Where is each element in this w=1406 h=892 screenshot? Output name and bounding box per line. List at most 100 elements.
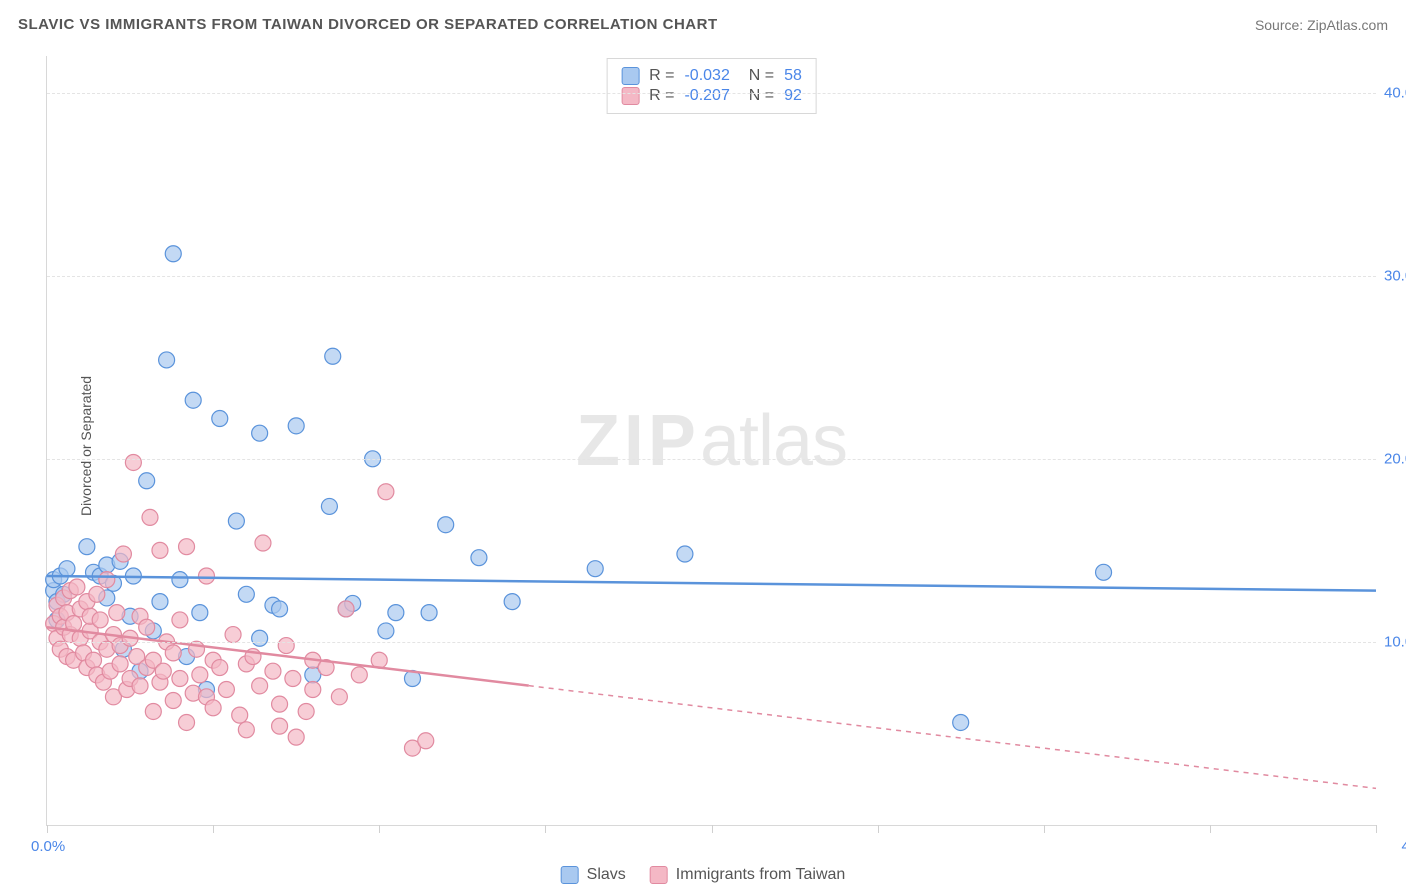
- data-point: [109, 605, 125, 621]
- data-point: [69, 579, 85, 595]
- r-value-slavs: -0.032: [684, 67, 729, 85]
- data-point: [139, 619, 155, 635]
- data-point: [252, 678, 268, 694]
- header-bar: SLAVIC VS IMMIGRANTS FROM TAIWAN DIVORCE…: [18, 16, 1388, 33]
- chart-title: SLAVIC VS IMMIGRANTS FROM TAIWAN DIVORCE…: [18, 16, 718, 33]
- gridline: [47, 642, 1376, 643]
- data-point: [321, 498, 337, 514]
- data-point: [99, 572, 115, 588]
- data-point: [112, 656, 128, 672]
- data-point: [1096, 564, 1112, 580]
- data-point: [587, 561, 603, 577]
- regression-line-extrapolated: [529, 686, 1376, 789]
- data-point: [225, 627, 241, 643]
- chart-plot-area: ZIPatlas R = -0.032 N = 58 R = -0.207 N …: [46, 56, 1376, 826]
- x-tick: [545, 825, 546, 833]
- data-point: [338, 601, 354, 617]
- data-point: [159, 352, 175, 368]
- n-value-slavs: 58: [784, 67, 802, 85]
- data-point: [331, 689, 347, 705]
- data-point: [59, 561, 75, 577]
- source-attribution: Source: ZipAtlas.com: [1255, 17, 1388, 33]
- data-point: [378, 623, 394, 639]
- data-point: [132, 678, 148, 694]
- data-point: [325, 348, 341, 364]
- data-point: [152, 542, 168, 558]
- data-point: [378, 484, 394, 500]
- data-point: [252, 425, 268, 441]
- data-point: [155, 663, 171, 679]
- data-point: [272, 696, 288, 712]
- legend-item-slavs: Slavs: [561, 866, 626, 884]
- data-point: [115, 546, 131, 562]
- swatch-taiwan: [621, 87, 639, 105]
- data-point: [388, 605, 404, 621]
- correlation-row-slavs: R = -0.032 N = 58: [621, 67, 802, 85]
- data-point: [179, 539, 195, 555]
- data-point: [504, 594, 520, 610]
- data-point: [252, 630, 268, 646]
- swatch-slavs: [621, 67, 639, 85]
- correlation-legend: R = -0.032 N = 58 R = -0.207 N = 92: [606, 58, 817, 114]
- data-point: [305, 682, 321, 698]
- data-point: [265, 663, 281, 679]
- x-tick: [47, 825, 48, 833]
- data-point: [351, 667, 367, 683]
- data-point: [125, 454, 141, 470]
- x-tick: [712, 825, 713, 833]
- data-point: [165, 692, 181, 708]
- data-point: [421, 605, 437, 621]
- data-point: [212, 660, 228, 676]
- data-point: [152, 594, 168, 610]
- legend-label-slavs: Slavs: [587, 866, 626, 884]
- data-point: [142, 509, 158, 525]
- scatter-svg: [47, 56, 1376, 825]
- x-tick: [1376, 825, 1377, 833]
- gridline: [47, 276, 1376, 277]
- y-tick-label: 30.0%: [1384, 267, 1406, 284]
- x-tick: [1044, 825, 1045, 833]
- data-point: [288, 418, 304, 434]
- series-legend: Slavs Immigrants from Taiwan: [561, 866, 846, 884]
- data-point: [92, 612, 108, 628]
- data-point: [232, 707, 248, 723]
- data-point: [228, 513, 244, 529]
- data-point: [139, 473, 155, 489]
- data-point: [86, 652, 102, 668]
- data-point: [471, 550, 487, 566]
- data-point: [272, 718, 288, 734]
- data-point: [438, 517, 454, 533]
- data-point: [298, 703, 314, 719]
- data-point: [185, 392, 201, 408]
- data-point: [418, 733, 434, 749]
- x-axis-max-label: 40.0%: [1401, 838, 1406, 855]
- x-axis-min-label: 0.0%: [31, 838, 65, 855]
- data-point: [172, 612, 188, 628]
- data-point: [272, 601, 288, 617]
- y-tick-label: 20.0%: [1384, 450, 1406, 467]
- x-tick: [1210, 825, 1211, 833]
- y-tick-label: 10.0%: [1384, 633, 1406, 650]
- data-point: [285, 671, 301, 687]
- data-point: [288, 729, 304, 745]
- gridline: [47, 459, 1376, 460]
- data-point: [238, 586, 254, 602]
- data-point: [212, 411, 228, 427]
- data-point: [205, 700, 221, 716]
- data-point: [218, 682, 234, 698]
- x-tick: [213, 825, 214, 833]
- data-point: [89, 586, 105, 602]
- legend-item-taiwan: Immigrants from Taiwan: [650, 866, 846, 884]
- data-point: [79, 539, 95, 555]
- r-value-taiwan: -0.207: [684, 87, 729, 105]
- data-point: [677, 546, 693, 562]
- x-tick: [878, 825, 879, 833]
- data-point: [238, 722, 254, 738]
- data-point: [179, 714, 195, 730]
- data-point: [165, 246, 181, 262]
- legend-label-taiwan: Immigrants from Taiwan: [676, 866, 846, 884]
- correlation-row-taiwan: R = -0.207 N = 92: [621, 87, 802, 105]
- data-point: [278, 638, 294, 654]
- data-point: [172, 572, 188, 588]
- data-point: [192, 667, 208, 683]
